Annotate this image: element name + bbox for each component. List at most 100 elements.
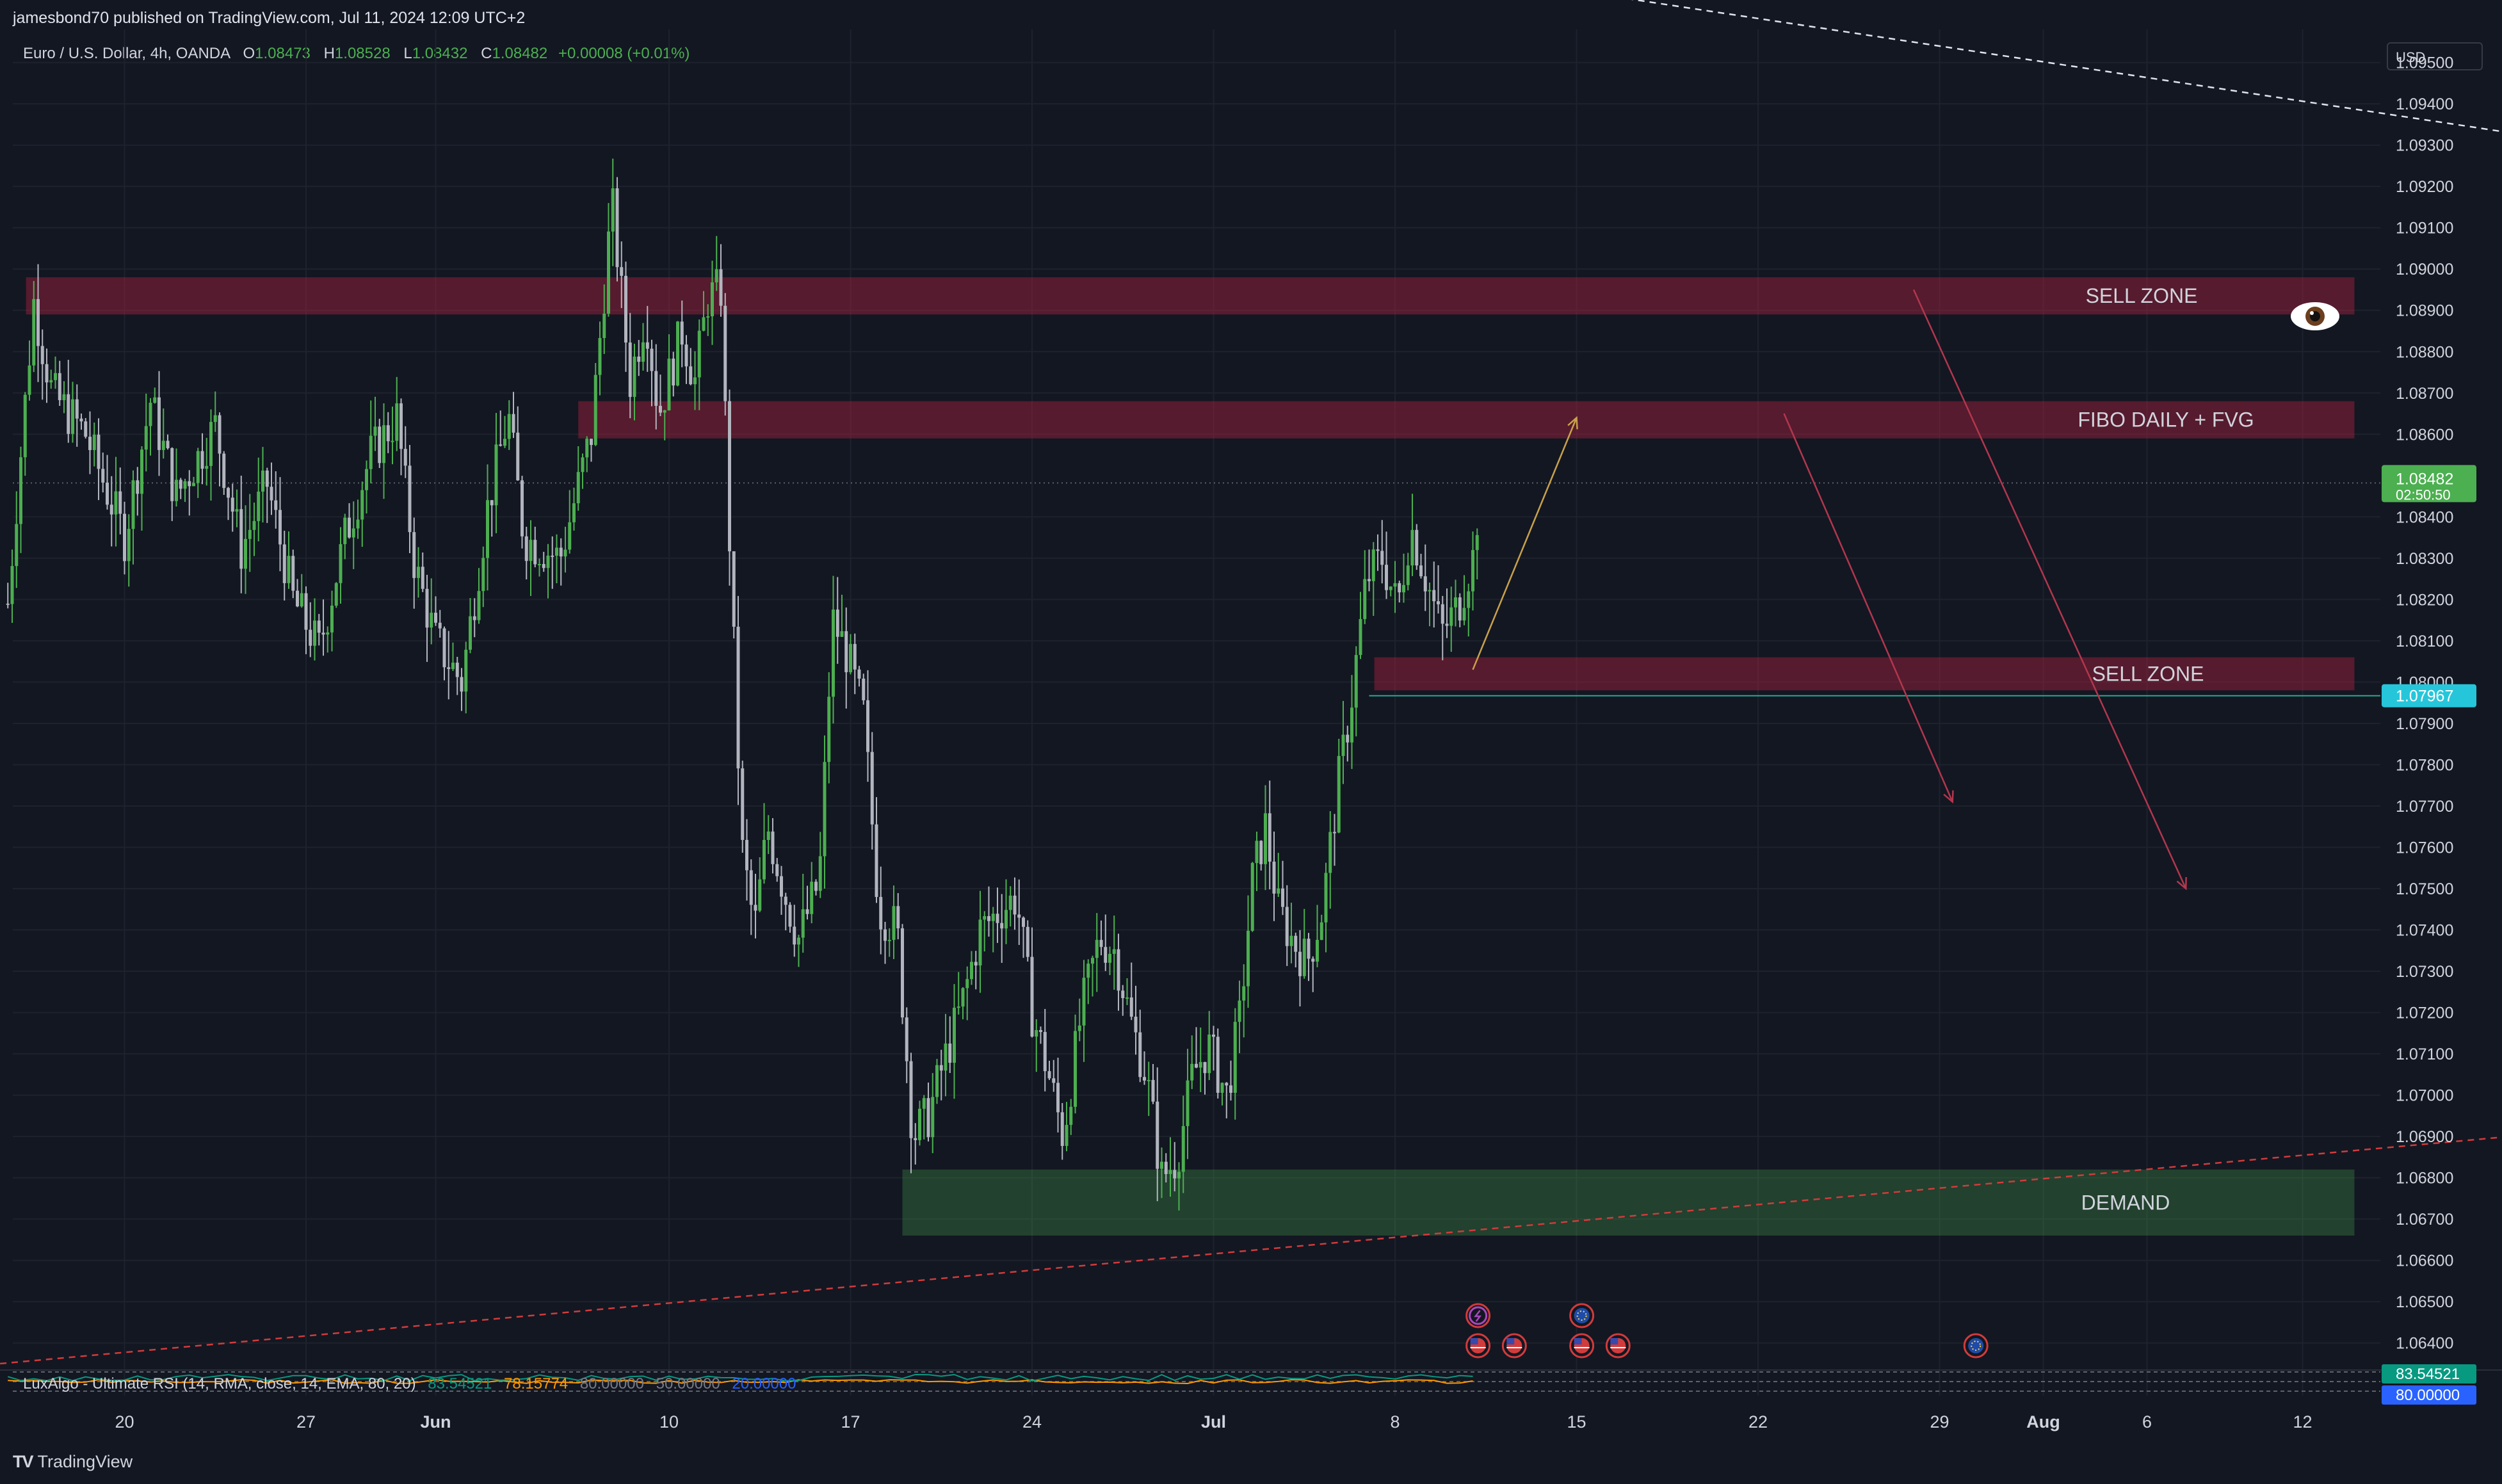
candle-321 — [1393, 583, 1397, 587]
zone-0 — [26, 277, 2355, 315]
candle-319 — [1385, 565, 1388, 590]
y-tick-18: 1.07600 — [2396, 839, 2453, 857]
y-tick-3: 1.09200 — [2396, 178, 2453, 196]
candle-248 — [1077, 1025, 1081, 1031]
candle-162 — [706, 316, 710, 318]
candle-129 — [563, 549, 567, 557]
candle-258 — [1121, 990, 1125, 999]
candle-241 — [1047, 1071, 1051, 1079]
y-tick-19: 1.07500 — [2396, 880, 2453, 898]
candle-131 — [572, 503, 576, 522]
candle-286 — [1242, 986, 1246, 1001]
candle-44 — [196, 451, 200, 483]
y-tick-24: 1.07000 — [2396, 1087, 2453, 1105]
candle-324 — [1406, 565, 1410, 585]
candle-317 — [1376, 549, 1380, 551]
candle-300 — [1302, 939, 1306, 976]
candle-270 — [1173, 1170, 1177, 1179]
candle-190 — [827, 697, 831, 762]
x-tick-8: 15 — [1567, 1412, 1586, 1432]
candle-146 — [637, 356, 641, 362]
candle-112 — [490, 500, 494, 506]
candle-0 — [6, 603, 10, 605]
candle-200 — [870, 752, 874, 825]
candle-232 — [1008, 895, 1012, 910]
candle-57 — [252, 520, 256, 530]
candle-266 — [1156, 1101, 1159, 1169]
candle-58 — [257, 491, 261, 521]
candle-136 — [593, 375, 597, 446]
us-flag-canton-icon — [1470, 1338, 1478, 1344]
candle-108 — [472, 616, 476, 620]
candle-183 — [797, 937, 800, 945]
candle-123 — [538, 563, 541, 565]
candle-247 — [1074, 1031, 1077, 1107]
candle-243 — [1056, 1083, 1060, 1113]
candle-11 — [54, 373, 57, 380]
candle-325 — [1410, 529, 1414, 566]
symbol-legend[interactable]: Euro / U.S. Dollar, 4h, OANDA O1.08473 H… — [23, 45, 690, 63]
candle-140 — [611, 188, 615, 232]
eye-icon[interactable] — [2289, 298, 2341, 334]
y-tick-29: 1.06500 — [2396, 1293, 2453, 1311]
candle-144 — [628, 343, 632, 397]
candle-176 — [766, 831, 770, 840]
candle-267 — [1160, 1161, 1163, 1169]
candle-27 — [123, 513, 126, 561]
candle-220 — [956, 1006, 960, 1008]
candle-63 — [278, 510, 282, 545]
candle-188 — [818, 856, 822, 891]
candle-134 — [585, 439, 589, 458]
candle-157 — [684, 344, 688, 367]
candle-275 — [1195, 1063, 1198, 1068]
candle-225 — [978, 919, 982, 966]
candle-86 — [378, 426, 382, 464]
candle-25 — [114, 491, 118, 515]
rsi-legend[interactable]: LuxAlgo - Ultimate RSI (14, RMA, close, … — [23, 1375, 796, 1393]
x-tick-5: 24 — [1022, 1412, 1042, 1432]
candle-81 — [356, 519, 360, 529]
candle-82 — [360, 490, 364, 520]
candles-layer — [6, 158, 1479, 1211]
countdown-label: 02:50:50 — [2396, 487, 2451, 503]
candle-158 — [689, 366, 693, 385]
currency-label: USD — [2396, 49, 2426, 65]
candle-238 — [1035, 1029, 1038, 1037]
currency-selector[interactable]: USD — [2387, 42, 2483, 70]
candle-178 — [775, 864, 779, 876]
candle-34 — [153, 397, 157, 403]
candle-318 — [1380, 551, 1384, 565]
candle-126 — [551, 555, 554, 557]
candle-6 — [32, 299, 36, 366]
rsi-pane: 83.54521 80.00000 — [0, 1364, 2502, 1405]
candle-229 — [996, 914, 999, 923]
candle-93 — [408, 465, 412, 533]
candle-127 — [555, 547, 558, 556]
lightning-bolt-icon — [1474, 1310, 1482, 1322]
x-tick-3: 10 — [659, 1412, 679, 1432]
x-tick-7: 8 — [1390, 1412, 1400, 1432]
close-value: 1.08482 — [492, 45, 548, 62]
candle-18 — [84, 421, 88, 437]
candle-66 — [291, 556, 295, 591]
candle-292 — [1268, 813, 1271, 862]
footer[interactable]: TV TradingView — [13, 1452, 133, 1472]
candle-235 — [1022, 917, 1025, 927]
candle-244 — [1060, 1112, 1064, 1146]
candle-114 — [499, 444, 503, 446]
candle-309 — [1341, 734, 1345, 756]
candle-315 — [1368, 579, 1371, 581]
zone-labels-layer: SELL ZONE FIBO DAILY + FVG SELL ZONE DEMAND — [2078, 284, 2254, 1214]
candle-132 — [576, 472, 580, 504]
candle-56 — [248, 529, 252, 539]
candle-83 — [365, 469, 368, 490]
candle-104 — [455, 663, 459, 677]
y-tick-30: 1.06400 — [2396, 1335, 2453, 1353]
candle-252 — [1095, 940, 1099, 958]
candle-111 — [486, 500, 489, 558]
candle-277 — [1203, 1061, 1207, 1074]
candle-166 — [723, 305, 727, 401]
x-tick-10: 29 — [1930, 1412, 1949, 1432]
candle-13 — [62, 394, 66, 401]
